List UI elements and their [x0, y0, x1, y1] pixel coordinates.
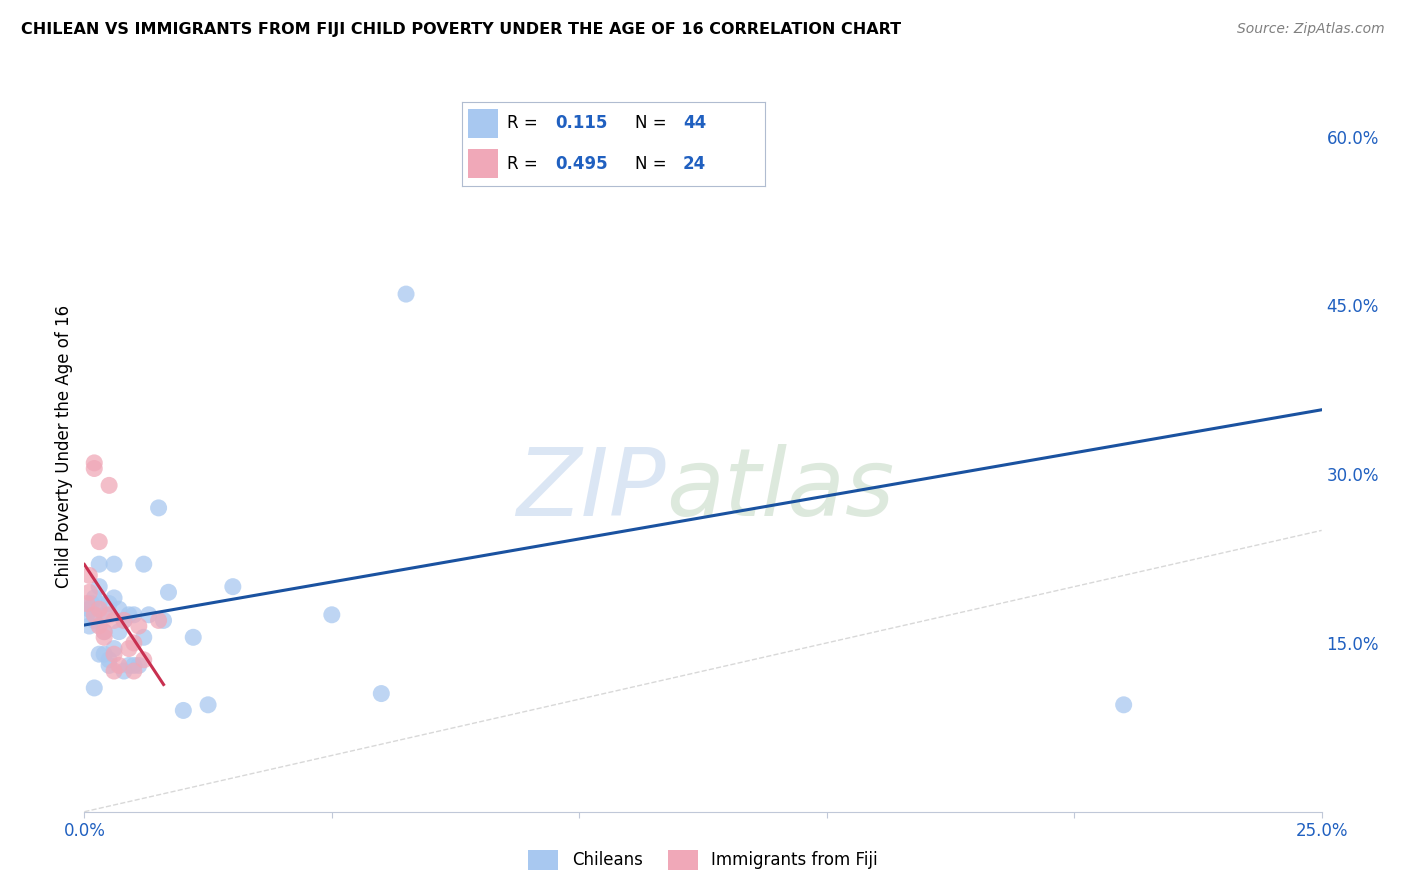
Point	[83, 607, 105, 622]
Point	[122, 664, 145, 678]
Point	[83, 591, 105, 605]
Point	[118, 658, 141, 673]
Point	[197, 698, 219, 712]
Point	[103, 591, 125, 605]
Point	[118, 641, 141, 656]
Point	[79, 585, 101, 599]
Point	[152, 614, 174, 628]
Point	[83, 456, 105, 470]
Point	[321, 607, 343, 622]
Point	[98, 607, 121, 622]
Point	[181, 630, 204, 644]
Point	[132, 630, 155, 644]
Point	[89, 597, 111, 611]
Point	[148, 500, 170, 515]
Point	[370, 687, 392, 701]
Point	[98, 478, 121, 492]
Point	[103, 647, 125, 661]
Point	[89, 557, 111, 571]
Point	[112, 614, 135, 628]
Point	[83, 681, 105, 695]
Point	[148, 614, 170, 628]
Text: ZIP: ZIP	[516, 444, 666, 535]
Point	[89, 534, 111, 549]
Point	[93, 630, 115, 644]
Point	[98, 653, 121, 667]
Text: CHILEAN VS IMMIGRANTS FROM FIJI CHILD POVERTY UNDER THE AGE OF 16 CORRELATION CH: CHILEAN VS IMMIGRANTS FROM FIJI CHILD PO…	[21, 22, 901, 37]
Point	[89, 602, 111, 616]
Point	[83, 461, 105, 475]
Point	[98, 658, 121, 673]
Point	[83, 614, 105, 628]
Point	[132, 653, 155, 667]
Point	[118, 607, 141, 622]
Point	[93, 624, 115, 639]
Point	[89, 647, 111, 661]
Point	[79, 568, 101, 582]
Point	[157, 585, 180, 599]
Point	[108, 602, 131, 616]
Point	[103, 641, 125, 656]
Point	[89, 619, 111, 633]
Point	[112, 664, 135, 678]
Point	[122, 636, 145, 650]
Point	[108, 624, 131, 639]
Point	[112, 614, 135, 628]
Point	[89, 580, 111, 594]
Point	[1112, 698, 1135, 712]
Point	[138, 607, 160, 622]
Point	[93, 647, 115, 661]
Point	[132, 557, 155, 571]
Y-axis label: Child Poverty Under the Age of 16: Child Poverty Under the Age of 16	[55, 304, 73, 588]
Point	[122, 658, 145, 673]
Point	[222, 580, 245, 594]
Point	[103, 664, 125, 678]
Point	[103, 557, 125, 571]
Point	[98, 597, 121, 611]
Point	[79, 602, 101, 616]
Point	[128, 658, 150, 673]
Point	[93, 607, 115, 622]
Point	[80, 597, 103, 611]
Point	[128, 619, 150, 633]
Point	[93, 624, 115, 639]
Point	[122, 607, 145, 622]
Legend: Chileans, Immigrants from Fiji: Chileans, Immigrants from Fiji	[522, 843, 884, 877]
Text: Source: ZipAtlas.com: Source: ZipAtlas.com	[1237, 22, 1385, 37]
Point	[395, 287, 418, 301]
Point	[172, 703, 194, 717]
Text: atlas: atlas	[666, 444, 894, 535]
Point	[76, 597, 98, 611]
Point	[717, 118, 740, 132]
Point	[79, 619, 101, 633]
Point	[103, 614, 125, 628]
Point	[108, 658, 131, 673]
Point	[76, 607, 98, 622]
